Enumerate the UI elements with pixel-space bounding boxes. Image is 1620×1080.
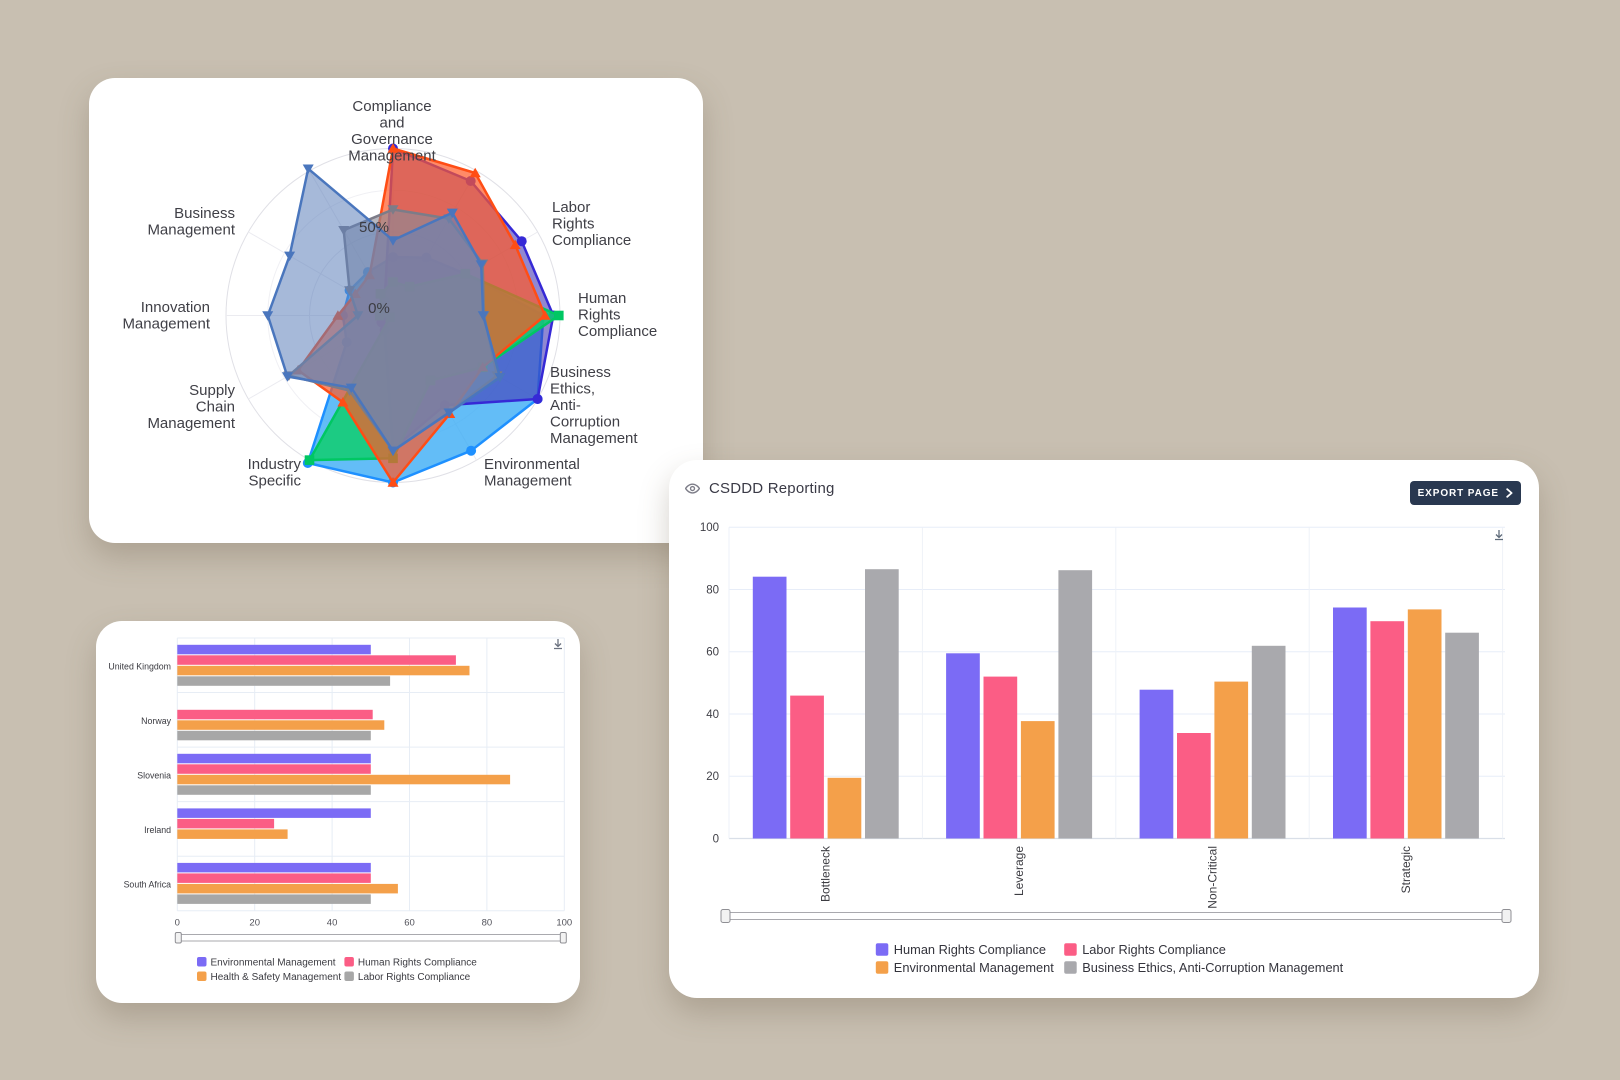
svg-text:Compliance: Compliance [552,232,631,249]
svg-text:Human: Human [578,290,626,307]
svg-text:Chain: Chain [196,399,235,416]
svg-text:80: 80 [706,585,719,597]
svg-text:Business Ethics, Anti-Corrupti: Business Ethics, Anti-Corruption Managem… [1082,960,1343,975]
svg-text:Human Rights Compliance: Human Rights Compliance [894,942,1046,957]
svg-text:Ireland: Ireland [144,825,171,835]
svg-text:80: 80 [482,918,493,929]
svg-text:Environmental Management: Environmental Management [894,960,1054,975]
svg-text:Labor Rights Compliance: Labor Rights Compliance [1082,942,1226,957]
svg-text:Compliance: Compliance [578,323,657,340]
svg-text:Ethics,: Ethics, [550,381,595,398]
svg-text:40: 40 [327,918,338,929]
svg-text:Management: Management [147,415,235,432]
svg-text:0: 0 [713,834,719,846]
svg-text:Management: Management [122,316,210,333]
svg-text:South Africa: South Africa [124,879,172,889]
svg-text:Human Rights Compliance: Human Rights Compliance [358,958,477,969]
svg-text:20: 20 [706,771,719,783]
svg-text:50%: 50% [359,219,389,236]
svg-text:Labor Rights Compliance: Labor Rights Compliance [358,972,471,983]
svg-text:Slovenia: Slovenia [137,770,171,780]
svg-text:Industry: Industry [248,456,302,473]
svg-text:Leverage: Leverage [1012,846,1026,896]
svg-text:Supply: Supply [189,382,235,399]
svg-text:Governance: Governance [351,131,433,148]
svg-text:Non-Critical: Non-Critical [1206,846,1220,909]
svg-text:Business: Business [550,364,611,381]
svg-text:20: 20 [249,918,260,929]
svg-text:Management: Management [348,148,436,165]
svg-text:Innovation: Innovation [141,299,210,316]
svg-text:Specific: Specific [248,473,301,490]
svg-text:Health & Safety Management: Health & Safety Management [211,972,342,983]
svg-text:Management: Management [550,430,638,447]
svg-text:0%: 0% [368,300,390,317]
svg-text:Management: Management [147,222,235,239]
svg-text:Labor: Labor [552,199,590,216]
svg-text:40: 40 [706,709,719,721]
svg-text:Compliance: Compliance [352,98,431,115]
svg-text:100: 100 [700,522,719,534]
svg-text:United Kingdom: United Kingdom [108,661,171,671]
svg-text:Business: Business [174,205,235,222]
svg-text:Rights: Rights [552,216,595,233]
svg-text:Environmental Management: Environmental Management [211,958,336,969]
svg-text:and: and [379,115,404,132]
svg-text:Strategic: Strategic [1399,846,1413,893]
svg-text:Management: Management [484,473,572,490]
svg-text:Anti-: Anti- [550,397,581,414]
svg-text:Corruption: Corruption [550,414,620,431]
svg-text:Bottleneck: Bottleneck [819,845,833,902]
svg-text:60: 60 [706,647,719,659]
svg-text:Norway: Norway [141,716,171,726]
svg-text:Environmental: Environmental [484,456,580,473]
svg-text:60: 60 [404,918,415,929]
svg-text:0: 0 [175,918,180,929]
svg-text:Rights: Rights [578,307,621,324]
svg-text:100: 100 [556,918,572,929]
